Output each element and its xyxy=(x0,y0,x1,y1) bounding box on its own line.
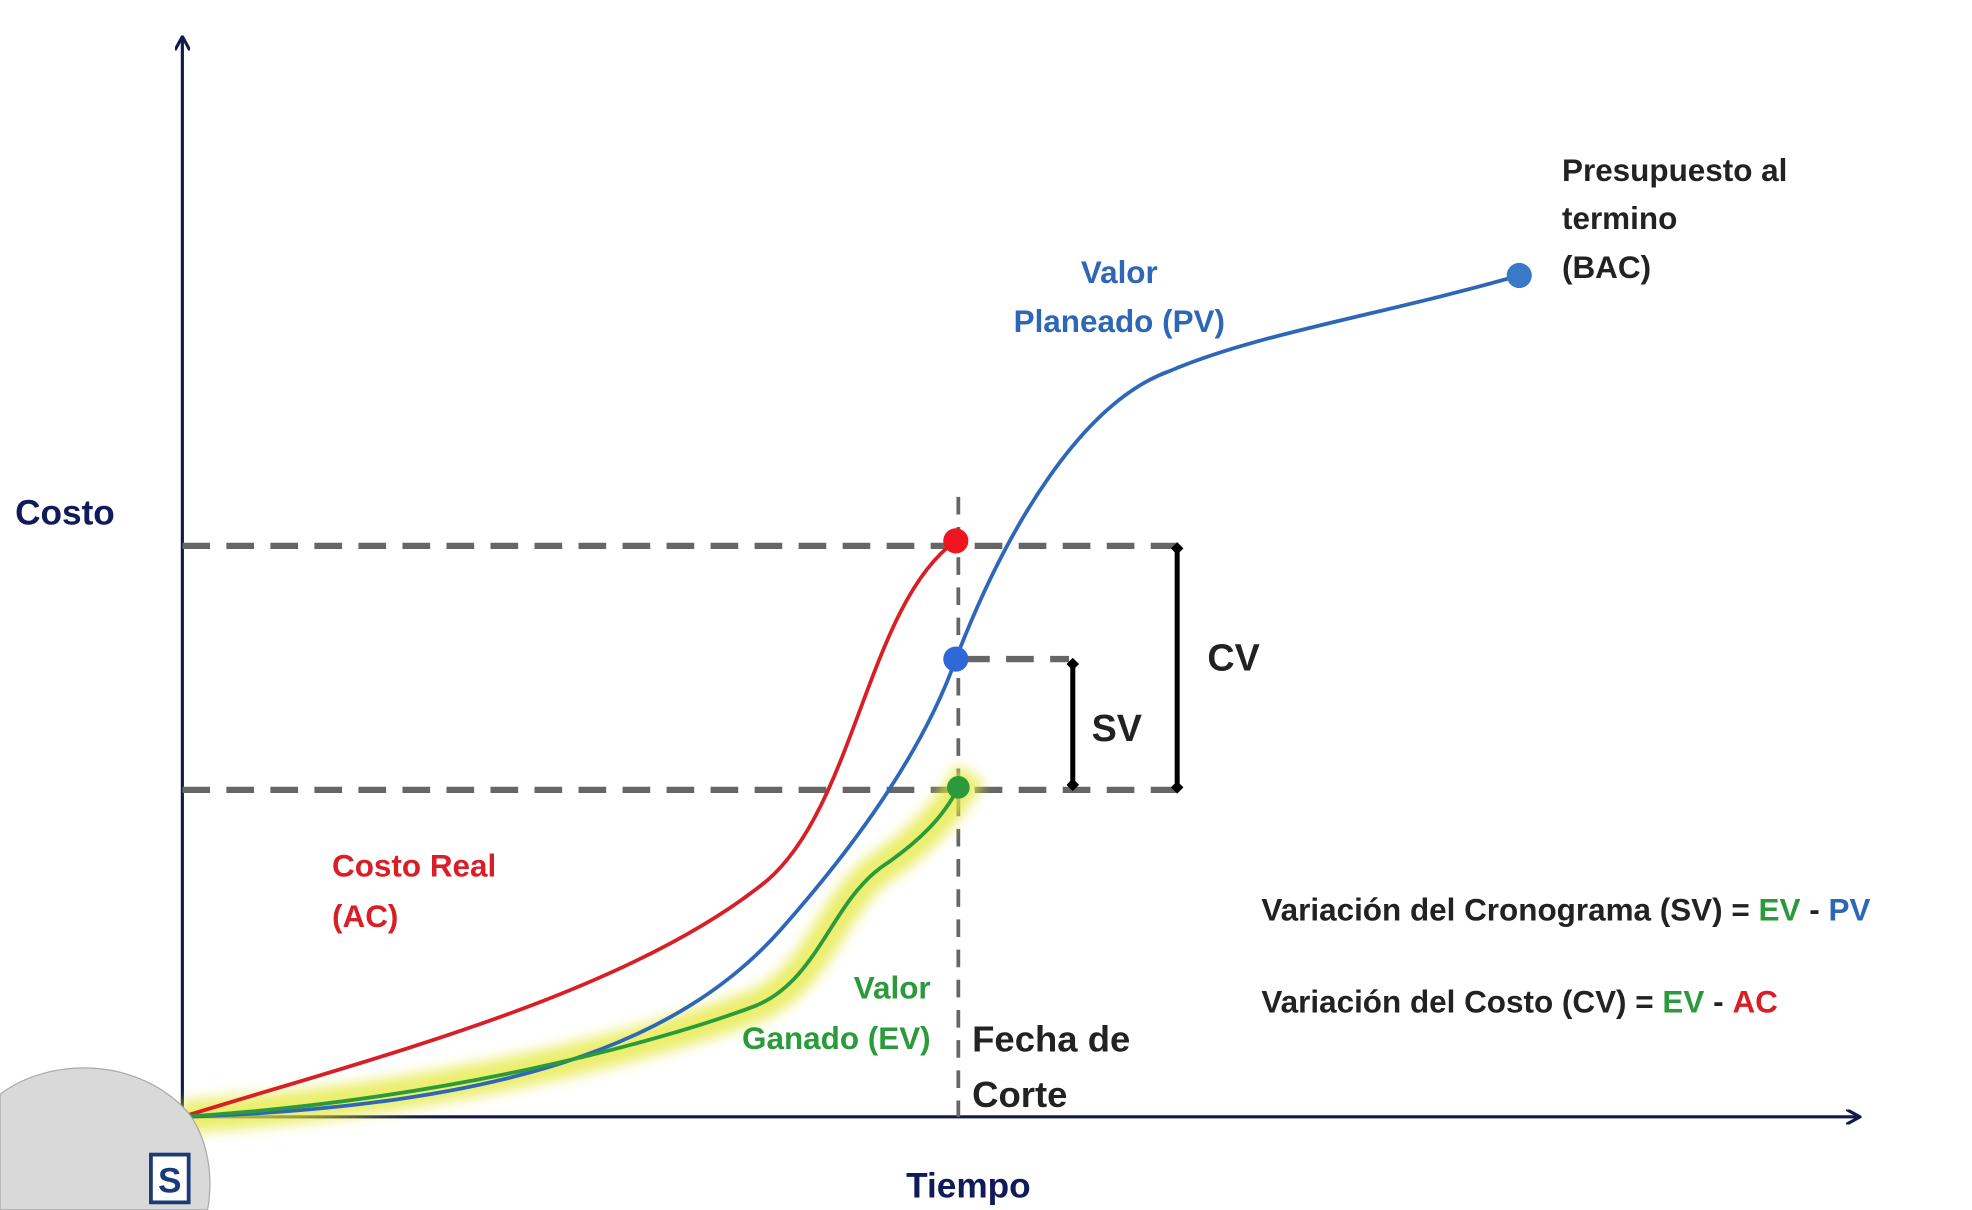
ac-label: Costo Real xyxy=(332,849,496,884)
pv-curve xyxy=(182,273,1520,1119)
formula-term: PV xyxy=(1829,893,1871,928)
sv-label: SV xyxy=(1092,707,1142,749)
formula-term: EV xyxy=(1759,893,1801,928)
cutoff-label: Corte xyxy=(972,1074,1067,1115)
ev-point xyxy=(947,776,970,799)
ev-highlight xyxy=(181,764,985,1134)
ac-point xyxy=(943,528,969,554)
ac-label: (AC) xyxy=(332,899,398,934)
bac-label: (BAC) xyxy=(1562,250,1651,285)
logo-text: S xyxy=(158,1161,181,1200)
cv-label: CV xyxy=(1207,636,1259,678)
bac-label: Presupuesto al xyxy=(1562,153,1787,188)
logo: S xyxy=(0,1067,211,1210)
pv-point xyxy=(943,646,969,672)
formula: Variación del Costo (CV) = EV - AC xyxy=(1261,984,1777,1019)
x-axis-label: Tiempo xyxy=(906,1166,1031,1205)
bac-point xyxy=(1506,262,1532,289)
y-axis-label: Costo xyxy=(15,494,115,533)
formula-op: - xyxy=(1713,984,1723,1019)
formula-op: - xyxy=(1809,893,1819,928)
logo-badge xyxy=(149,1152,191,1205)
bac-label: termino xyxy=(1562,201,1677,236)
pv-label: Valor xyxy=(1081,255,1158,290)
formula-term: EV xyxy=(1662,984,1704,1019)
cutoff-label: Fecha de xyxy=(972,1018,1130,1059)
ac-curve xyxy=(181,539,957,1119)
ev-label: Valor xyxy=(854,971,931,1006)
formula-label: Variación del Costo (CV) = xyxy=(1261,984,1653,1019)
ev-curve xyxy=(182,786,961,1119)
formula-term: AC xyxy=(1732,984,1777,1019)
formula: Variación del Cronograma (SV) = EV - PV xyxy=(1261,893,1870,928)
ev-label: Ganado (EV) xyxy=(742,1021,931,1056)
formula-label: Variación del Cronograma (SV) = xyxy=(1261,893,1749,928)
pv-label: Planeado (PV) xyxy=(1014,304,1225,339)
